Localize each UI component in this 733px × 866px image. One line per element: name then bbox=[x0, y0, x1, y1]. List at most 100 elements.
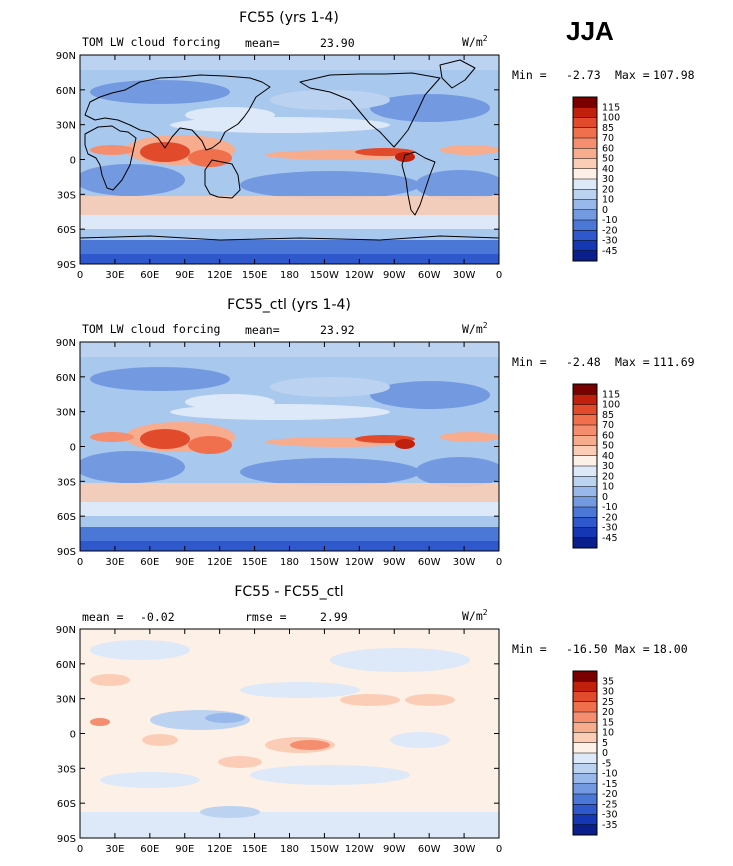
x-tick-label: 60E bbox=[140, 557, 159, 568]
atlantic-dry bbox=[415, 457, 499, 487]
warm-core-1 bbox=[140, 142, 190, 162]
y-tick-label: 90S bbox=[57, 834, 76, 845]
colorbar-label: 0 bbox=[602, 205, 608, 216]
y-tick-label: 60N bbox=[56, 86, 76, 97]
colorbar-swatch bbox=[573, 712, 597, 723]
axes: 0 30E 60E 90E 120E 150E 180 150W 120W 90W 60W 30W 09… bbox=[56, 625, 502, 855]
colorbar-label: 85 bbox=[602, 123, 614, 134]
atlantic-dry bbox=[415, 170, 499, 200]
colorbar-label: 50 bbox=[602, 154, 614, 165]
colorbar-swatch bbox=[573, 783, 597, 795]
colorbar-swatch bbox=[573, 158, 597, 170]
y-tick-label: 90N bbox=[56, 625, 76, 636]
colorbar-label: -20 bbox=[602, 225, 618, 236]
colorbar-label: 115 bbox=[602, 389, 620, 400]
field-label: TOM LW cloud forcing bbox=[82, 322, 220, 336]
colorbar-swatch bbox=[573, 107, 597, 118]
x-tick-label: 150W bbox=[310, 844, 339, 855]
x-tick-label: 0 bbox=[496, 557, 502, 568]
x-tick-label: 120E bbox=[207, 557, 232, 568]
africa-outline bbox=[84, 125, 137, 191]
x-tick-label: 0 bbox=[496, 270, 502, 281]
min-label: Min = bbox=[512, 642, 547, 656]
colorbar-swatch bbox=[573, 701, 597, 713]
panel-fc55-ctl: FC55_ctl (yrs 1-4) TOM LW cloud forcing … bbox=[56, 297, 695, 568]
colorbar-swatch bbox=[573, 445, 597, 457]
colorbar-swatch bbox=[573, 824, 597, 836]
panel-difference: FC55 - FC55_ctl mean = -0.02 rmse = 2.99… bbox=[56, 584, 688, 855]
x-tick-label: 30E bbox=[105, 270, 124, 281]
units-label: W/m2 bbox=[462, 321, 488, 336]
colorbar-label: 10 bbox=[602, 482, 614, 493]
indian-dry bbox=[80, 451, 185, 483]
colorbar-label: -10 bbox=[602, 769, 618, 780]
warm-core-1 bbox=[140, 429, 190, 449]
nh-band-3 bbox=[170, 404, 390, 420]
diff-patch bbox=[100, 772, 200, 788]
y-tick-label: 90N bbox=[56, 51, 76, 62]
colorbar-swatch bbox=[573, 742, 597, 754]
min-value: -2.73 bbox=[566, 68, 601, 82]
coastlines bbox=[80, 59, 499, 241]
x-tick-label: 30W bbox=[453, 270, 476, 281]
colorbar-label: 20 bbox=[602, 707, 614, 718]
mean-label: mean= bbox=[245, 323, 280, 337]
x-tick-label: 30W bbox=[453, 557, 476, 568]
y-tick-label: 60N bbox=[56, 373, 76, 384]
colorbar-swatch bbox=[573, 814, 597, 826]
x-tick-label: 120E bbox=[207, 844, 232, 855]
itcz-max bbox=[395, 439, 415, 449]
colorbar-label: -30 bbox=[602, 523, 618, 534]
diff-patch bbox=[90, 674, 130, 686]
colorbar-swatch bbox=[573, 189, 597, 200]
diff-patch bbox=[205, 713, 245, 723]
units-label: W/m2 bbox=[462, 608, 488, 623]
colorbar-swatch bbox=[573, 240, 597, 252]
atlantic-low bbox=[370, 94, 490, 122]
field-label: TOM LW cloud forcing bbox=[82, 35, 220, 49]
colorbar-swatch bbox=[573, 230, 597, 241]
colorbar-label: 30 bbox=[602, 461, 614, 472]
y-tick-label: 0 bbox=[70, 443, 76, 454]
max-label: Max = bbox=[615, 642, 650, 656]
x-tick-label: 60E bbox=[140, 270, 159, 281]
units-text: W/m bbox=[462, 609, 483, 623]
rmse-value: 2.99 bbox=[320, 610, 348, 624]
colorbar-swatch bbox=[573, 466, 597, 477]
colorbar-swatch bbox=[573, 394, 597, 405]
colorbar-swatch bbox=[573, 384, 597, 395]
colorbar-label: 40 bbox=[602, 164, 614, 175]
australia-outline bbox=[204, 159, 241, 199]
sh-band-2 bbox=[80, 502, 499, 516]
colorbar-swatch bbox=[573, 414, 597, 426]
sh-storm-band bbox=[80, 483, 499, 505]
atlantic-low bbox=[370, 381, 490, 409]
colorbar-swatch bbox=[573, 97, 597, 108]
antarctica-outline bbox=[80, 235, 499, 241]
x-tick-label: 120W bbox=[345, 844, 374, 855]
nh-band-2 bbox=[270, 377, 390, 397]
mean-label: mean = bbox=[82, 610, 124, 624]
min-label: Min = bbox=[512, 68, 547, 82]
x-tick-label: 30E bbox=[105, 557, 124, 568]
y-tick-label: 30S bbox=[57, 764, 76, 775]
axes: 0 30E 60E 90E 120E 150E 180 150W 120W 90W 60W 30W 09… bbox=[56, 338, 502, 568]
colorbar-swatch bbox=[573, 732, 597, 744]
x-tick-label: 60W bbox=[418, 844, 441, 855]
africa-itcz bbox=[90, 145, 134, 155]
mean-value: -0.02 bbox=[140, 610, 175, 624]
colorbar-swatch bbox=[573, 476, 597, 487]
eurasia-outline bbox=[84, 74, 271, 151]
units-text: W/m bbox=[462, 322, 483, 336]
colorbar-swatch bbox=[573, 425, 597, 436]
season-label: JJA bbox=[566, 16, 614, 46]
min-value: -2.48 bbox=[566, 355, 601, 369]
colorbar-label: -5 bbox=[602, 758, 611, 769]
colorbar-label: 70 bbox=[602, 133, 614, 144]
rmse-label: rmse = bbox=[245, 610, 287, 624]
x-tick-label: 0 bbox=[77, 557, 83, 568]
max-value: 111.69 bbox=[653, 355, 695, 369]
diff-patch bbox=[142, 734, 178, 746]
x-tick-label: 90E bbox=[175, 557, 194, 568]
mean-value: 23.90 bbox=[320, 36, 355, 50]
